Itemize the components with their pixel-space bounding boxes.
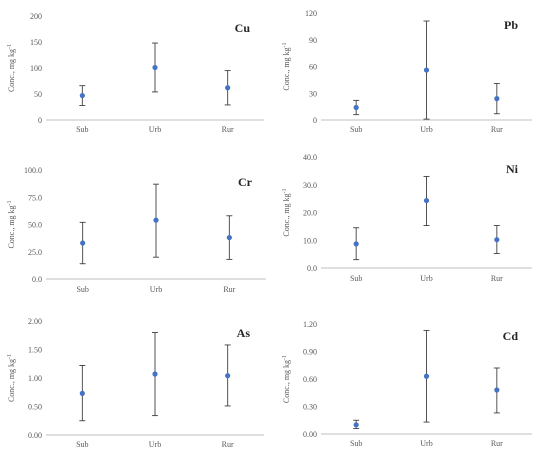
y-tick-label: 0.90 [303, 348, 317, 357]
y-tick-label: 1.20 [303, 320, 317, 329]
panel-ni: 0.0 10.0 20.0 30.0 40.0 Sub Urb Rur Conc., mg kg… [282, 153, 532, 283]
y-tick-label: 200 [30, 12, 42, 21]
panel-title: As [237, 326, 251, 340]
panel-pb: 0 30 60 90 120 Sub Urb Rur Conc., mg kg-1 Pb [282, 9, 532, 134]
y-tick-label: 0.0 [32, 275, 42, 284]
panel-title: Cd [503, 329, 519, 343]
y-tick-label: 40.0 [303, 153, 317, 162]
panel-as: 0.00 0.50 1.00 1.50 2.00 Sub Urb Rur Conc., mg k… [7, 317, 264, 449]
y-tick-label: 50 [34, 90, 42, 99]
data-point [225, 85, 231, 91]
panel-cd: 0.00 0.30 0.60 0.90 1.20 Sub Urb Rur Conc., mg k… [282, 320, 532, 448]
data-point [423, 373, 430, 379]
y-tick-label: 25.0 [28, 248, 42, 257]
data-point [226, 234, 232, 241]
y-tick-label: 75.0 [28, 193, 42, 202]
x-tick-label: Sub [350, 439, 362, 448]
y-tick-label: 2.00 [28, 317, 42, 326]
x-tick-label: Urb [420, 274, 432, 283]
y-tick-label: 100.0 [24, 166, 42, 175]
data-point [423, 67, 430, 73]
y-tick-label: 50.0 [28, 221, 42, 230]
x-tick-label: Sub [350, 125, 362, 134]
panel-title: Cr [238, 175, 253, 189]
y-tick-label: 1.50 [28, 346, 42, 355]
y-tick-label: 1.00 [28, 374, 42, 383]
data-point [80, 240, 86, 246]
x-tick-label: Sub [350, 274, 362, 283]
y-axis-label: Conc., mg kg-1 [282, 42, 291, 90]
panel-cr: 0.0 25.0 50.0 75.0 100.0 Sub Urb Rur Conc., mg k… [7, 166, 266, 294]
data-point [79, 92, 85, 99]
data-point [423, 197, 430, 204]
panel-title: Ni [506, 162, 519, 176]
y-tick-label: 0.60 [303, 375, 317, 384]
y-tick-label: 0.50 [28, 403, 42, 412]
y-axis-label: Conc., mg kg-1 [7, 44, 16, 92]
data-point [152, 371, 158, 377]
data-point [225, 373, 231, 379]
x-tick-label: Urb [149, 125, 161, 134]
x-tick-label: Urb [149, 440, 161, 449]
data-point [353, 241, 359, 247]
x-tick-label: Urb [420, 439, 432, 448]
y-tick-label: 30.0 [303, 181, 317, 190]
x-tick-label: Urb [420, 125, 432, 134]
x-tick-label: Rur [491, 439, 503, 448]
y-tick-label: 10.0 [303, 236, 317, 245]
x-tick-label: Rur [223, 285, 235, 294]
y-tick-label: 0 [38, 116, 42, 125]
data-point [494, 387, 500, 393]
x-tick-label: Sub [76, 285, 88, 294]
y-tick-label: 100 [30, 64, 42, 73]
x-tick-label: Rur [222, 125, 234, 134]
y-tick-label: 0.00 [28, 431, 42, 440]
y-axis-label: Conc., mg kg-1 [7, 200, 16, 248]
y-tick-label: 90 [309, 36, 317, 45]
y-tick-label: 60 [309, 63, 317, 72]
y-tick-label: 0.30 [303, 403, 317, 412]
y-tick-label: 0 [313, 116, 317, 125]
y-tick-label: 20.0 [303, 209, 317, 218]
x-tick-label: Rur [222, 440, 234, 449]
x-tick-label: Urb [150, 285, 162, 294]
y-axis-label: Conc., mg kg-1 [282, 188, 291, 236]
x-tick-label: Sub [76, 440, 88, 449]
y-axis-label: Conc., mg kg-1 [282, 355, 291, 403]
y-tick-label: 120 [305, 9, 317, 18]
data-point [353, 104, 359, 111]
panel-cu: 0 50 100 150 200 Sub Urb Rur Conc., mg kg-1 Cu [7, 12, 264, 134]
panel-title: Pb [504, 18, 518, 32]
data-point [79, 390, 85, 396]
data-point [494, 237, 500, 243]
x-tick-label: Rur [491, 274, 503, 283]
data-point [153, 217, 159, 223]
y-axis-label: Conc., mg kg-1 [7, 354, 16, 402]
y-tick-label: 0.0 [307, 264, 317, 273]
x-tick-label: Rur [491, 125, 503, 134]
data-point [494, 96, 500, 102]
x-tick-label: Sub [76, 125, 88, 134]
y-tick-label: 150 [30, 38, 42, 47]
y-tick-label: 30 [309, 89, 317, 98]
panel-title: Cu [235, 21, 251, 35]
y-tick-label: 0.00 [303, 430, 317, 439]
data-point [353, 422, 359, 428]
data-point [152, 64, 158, 71]
